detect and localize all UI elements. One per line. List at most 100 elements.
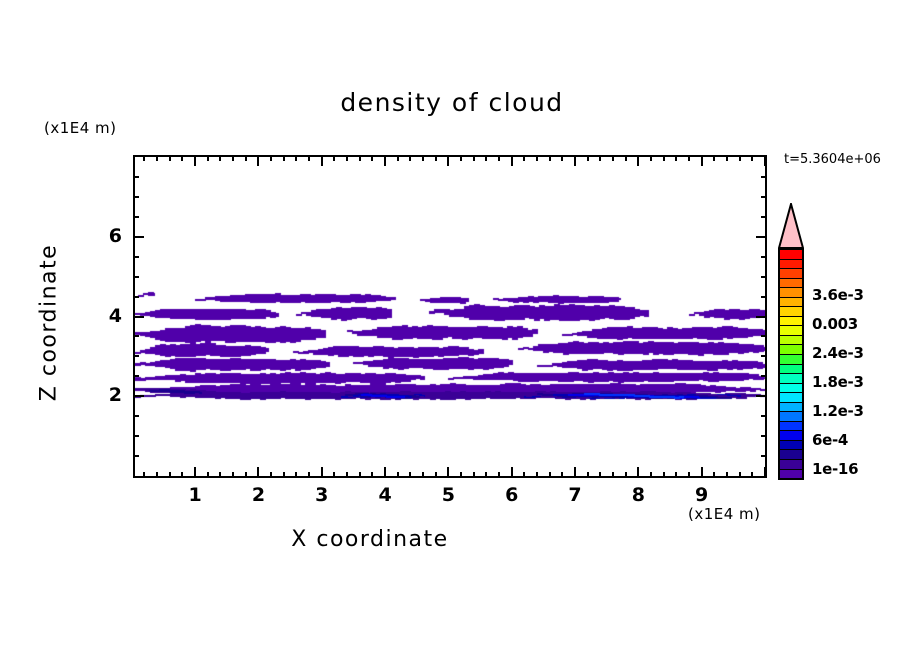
minor-tick (498, 155, 501, 161)
major-tick (447, 155, 450, 166)
y-tick-label: 2 (108, 384, 122, 407)
x-tick-label: 1 (188, 484, 202, 506)
colorbar-band (780, 364, 802, 375)
minor-tick (599, 472, 602, 478)
y-tick-label: 6 (108, 224, 122, 247)
major-tick (133, 315, 144, 318)
colorbar-band (780, 316, 802, 327)
x-tick-label: 9 (695, 484, 709, 506)
minor-tick (650, 472, 653, 478)
minor-tick (434, 155, 437, 161)
minor-tick (434, 472, 437, 478)
minor-tick (485, 472, 488, 478)
minor-tick (761, 335, 767, 338)
major-tick (133, 235, 144, 238)
colorbar-band (780, 393, 802, 403)
colorbar-band (780, 412, 802, 422)
minor-tick (523, 155, 526, 161)
major-tick (194, 155, 197, 166)
minor-tick (688, 155, 691, 161)
minor-tick (133, 275, 139, 278)
minor-tick (295, 472, 298, 478)
colorbar-band (780, 469, 802, 479)
minor-tick (422, 155, 425, 161)
minor-tick (738, 155, 741, 161)
minor-tick (219, 472, 222, 478)
minor-tick (156, 472, 159, 478)
minor-tick (485, 155, 488, 161)
major-tick (756, 395, 767, 398)
y-axis-title: Z coordinate (36, 243, 62, 402)
major-tick (764, 155, 766, 166)
minor-tick (650, 155, 653, 161)
minor-tick (561, 155, 564, 161)
colorbar-band (780, 431, 802, 441)
minor-tick (713, 472, 716, 478)
minor-tick (662, 472, 665, 478)
minor-tick (232, 472, 235, 478)
colorbar-band (780, 355, 802, 365)
minor-tick (133, 355, 139, 358)
colorbar-tick-label: 3.6e-3 (812, 286, 864, 305)
minor-tick (761, 255, 767, 258)
minor-tick (270, 155, 273, 161)
major-tick (764, 467, 766, 478)
colorbar-band (780, 450, 802, 461)
x-tick-label: 4 (378, 484, 392, 506)
minor-tick (168, 472, 171, 478)
colorbar-band (780, 374, 802, 384)
minor-tick (181, 155, 184, 161)
minor-tick (232, 155, 235, 161)
colorbar-band (780, 259, 802, 270)
minor-tick (662, 155, 665, 161)
minor-tick (761, 215, 767, 218)
minor-tick (761, 375, 767, 378)
minor-tick (460, 155, 463, 161)
colorbar-band (780, 345, 802, 356)
minor-tick (346, 155, 349, 161)
colorbar-tick-label: 0.003 (812, 315, 858, 334)
minor-tick (561, 472, 564, 478)
minor-tick (422, 472, 425, 478)
minor-tick (282, 472, 285, 478)
minor-tick (738, 472, 741, 478)
contour-field (135, 157, 765, 476)
minor-tick (396, 472, 399, 478)
plot-area (133, 155, 767, 478)
x-tick-label: 2 (251, 484, 266, 506)
major-tick (320, 155, 323, 166)
colorbar-tick-label: 1.2e-3 (812, 402, 864, 421)
minor-tick (133, 255, 139, 258)
minor-tick (472, 472, 475, 478)
minor-tick (206, 155, 209, 161)
colorbar-gradient (778, 248, 804, 480)
minor-tick (548, 472, 551, 478)
colorbar-tick-label: 6e-4 (812, 431, 849, 450)
minor-tick (282, 155, 285, 161)
minor-tick (548, 155, 551, 161)
minor-tick (371, 472, 374, 478)
minor-tick (675, 155, 678, 161)
minor-tick (270, 472, 273, 478)
colorbar-band (780, 269, 802, 279)
major-tick (756, 315, 767, 318)
colorbar-band (780, 278, 802, 289)
minor-tick (244, 472, 247, 478)
time-annotation: t=5.3604e+06 (784, 152, 881, 167)
minor-tick (346, 472, 349, 478)
minor-tick (761, 435, 767, 438)
minor-tick (624, 155, 627, 161)
minor-tick (168, 155, 171, 161)
minor-tick (143, 155, 146, 161)
major-tick (447, 467, 450, 478)
minor-tick (761, 415, 767, 418)
y-axis-unit-label: (x1E4 m) (44, 119, 117, 137)
minor-tick (133, 195, 139, 198)
minor-tick (396, 155, 399, 161)
minor-tick (371, 155, 374, 161)
minor-tick (133, 295, 139, 298)
minor-tick (612, 472, 615, 478)
major-tick (384, 467, 387, 478)
minor-tick (751, 472, 754, 478)
major-tick (257, 467, 260, 478)
